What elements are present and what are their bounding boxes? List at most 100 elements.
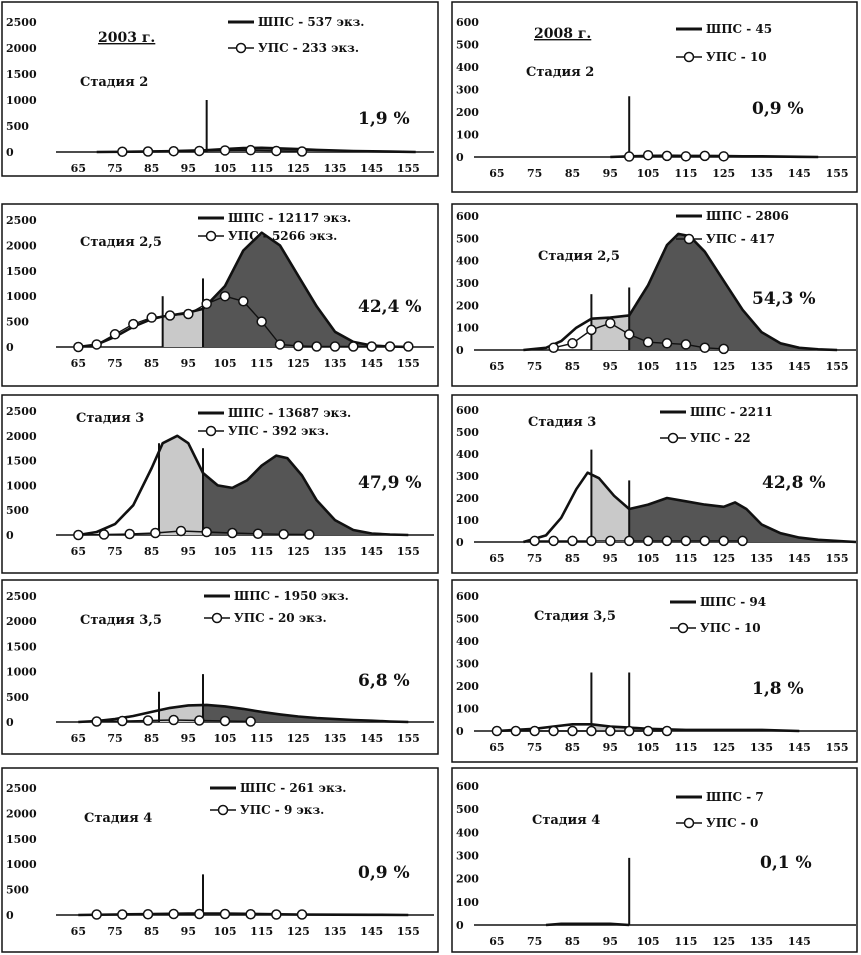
x-tick-label: 135 (750, 741, 773, 754)
ups-series-marker (661, 535, 673, 547)
ups-series-marker (567, 535, 578, 547)
x-tick-label: 155 (397, 545, 420, 558)
x-tick-label: 95 (181, 732, 196, 745)
x-tick-label: 85 (565, 935, 580, 948)
x-tick-label: 95 (181, 162, 196, 175)
shps-series-line (545, 922, 630, 927)
y-tick-label: 2500 (6, 16, 37, 29)
legend-marker-ups (683, 817, 695, 829)
x-tick-label: 135 (750, 167, 773, 180)
y-tick-label: 0 (6, 716, 14, 729)
x-tick-label: 135 (750, 935, 773, 948)
y-tick-label: 200 (456, 680, 479, 693)
legend-marker-ups (683, 51, 695, 63)
y-tick-label: 1000 (6, 290, 37, 303)
x-tick-label: 105 (214, 925, 237, 938)
ups-series-marker (91, 909, 102, 920)
x-tick-label: 155 (397, 162, 420, 175)
legend-marker-ups (667, 432, 679, 444)
x-tick-label: 65 (71, 545, 86, 558)
y-tick-label: 2500 (6, 590, 37, 603)
x-tick-label: 105 (637, 360, 660, 373)
y-tick-label: 0 (6, 529, 14, 542)
percent-label: 47,9 % (358, 473, 421, 493)
y-tick-label: 2000 (6, 42, 37, 55)
percent-label: 1,8 % (752, 679, 804, 699)
ups-series-marker (548, 725, 559, 737)
y-tick-label: 1500 (6, 455, 37, 468)
ups-series-marker (245, 144, 256, 156)
shps-series-line (523, 471, 857, 544)
year-label: 2003 г. (98, 30, 155, 46)
ups-series-marker (680, 339, 692, 350)
y-tick-label: 300 (456, 84, 479, 97)
y-tick-label: 400 (456, 635, 479, 648)
ups-series-marker (661, 725, 673, 737)
ups-series-marker (661, 150, 673, 162)
ups-series-line (553, 322, 724, 350)
y-tick-label: 600 (456, 404, 479, 417)
y-tick-label: 0 (6, 146, 14, 159)
x-tick-label: 135 (324, 925, 347, 938)
ups-series-marker (623, 151, 635, 162)
ups-series-marker (623, 725, 635, 737)
ups-series-marker (293, 340, 304, 352)
ups-series-marker (718, 535, 729, 547)
legend-label-ups: УПС - 0 (706, 816, 758, 830)
y-tick-label: 1500 (6, 265, 37, 278)
legend-marker-ups (205, 230, 217, 242)
ups-series-marker (91, 339, 102, 350)
legend-marker-ups (677, 622, 689, 634)
y-tick-label: 500 (6, 504, 29, 517)
ups-series-marker (245, 716, 256, 727)
x-tick-label: 85 (144, 357, 159, 370)
ups-series-marker (201, 298, 212, 310)
y-tick-label: 500 (6, 884, 29, 897)
y-tick-label: 500 (6, 691, 29, 704)
x-tick-label: 135 (750, 552, 773, 565)
y-tick-label: 200 (456, 492, 479, 505)
x-tick-label: 65 (489, 167, 504, 180)
ups-series-marker (142, 146, 154, 157)
ups-series-marker (142, 908, 154, 920)
y-tick-label: 500 (456, 39, 479, 52)
x-tick-label: 105 (637, 167, 660, 180)
ups-series-marker (117, 146, 128, 157)
y-tick-label: 2000 (6, 430, 37, 443)
y-tick-label: 500 (6, 316, 29, 329)
legend-label-ups: УПС - 10 (700, 621, 761, 635)
ups-series-marker (680, 535, 692, 547)
panel-frame (451, 394, 858, 574)
x-tick-label: 125 (287, 732, 310, 745)
percent-label: 42,8 % (762, 473, 825, 493)
legend-label-ups: УПС - 20 экз. (234, 611, 327, 625)
ups-series-marker (366, 341, 377, 352)
y-tick-label: 1000 (6, 858, 37, 871)
ups-series-marker (168, 908, 179, 920)
y-tick-label: 300 (456, 850, 479, 863)
ups-series-marker (642, 149, 654, 161)
ups-series-marker (91, 716, 102, 727)
x-tick-label: 135 (324, 162, 347, 175)
y-tick-label: 2000 (6, 807, 37, 820)
x-tick-label: 125 (287, 357, 310, 370)
x-tick-label: 145 (788, 552, 811, 565)
x-tick-label: 75 (107, 162, 122, 175)
shps-series-line (523, 232, 838, 352)
ups-series-marker (384, 341, 396, 352)
y-tick-label: 300 (456, 658, 479, 671)
y-tick-label: 500 (456, 613, 479, 626)
x-tick-label: 65 (489, 741, 504, 754)
y-tick-label: 200 (456, 299, 479, 312)
y-tick-label: 500 (456, 803, 479, 816)
stage-label: Стадия 3 (528, 415, 596, 430)
panel-frame (1, 1, 439, 177)
y-tick-label: 100 (456, 896, 479, 909)
x-tick-label: 115 (250, 162, 273, 175)
y-tick-label: 2000 (6, 239, 37, 252)
y-tick-label: 100 (456, 129, 479, 142)
y-tick-label: 400 (456, 255, 479, 268)
chart-panel-7: 0 500 1000 1500 2000 2500 65 75 85 95 105 115 125 135… (1, 579, 439, 755)
shps-area-fill (591, 474, 630, 542)
